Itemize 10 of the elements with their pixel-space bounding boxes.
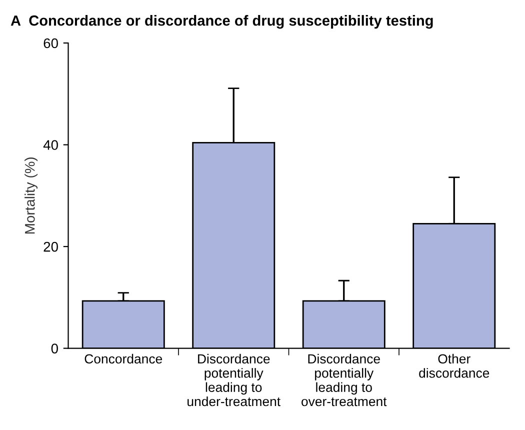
y-tick-label: 60 [44,38,58,48]
y-tick-label: 0 [51,344,58,354]
chart-title: A Concordance or discordance of drug susceptibility testing [10,15,433,29]
x-tick-label: Other discordance [419,354,490,378]
x-tick-label: Discordance potentially leading to over-treatment [302,354,387,406]
y-axis-title: Mortality (%) [24,158,38,234]
y-tick-label: 20 [44,242,58,252]
x-tick-label: Concordance [84,354,162,364]
x-tick-label: Discordance potentially leading to under-treatment [188,354,280,406]
y-tick-label: 40 [43,140,58,150]
